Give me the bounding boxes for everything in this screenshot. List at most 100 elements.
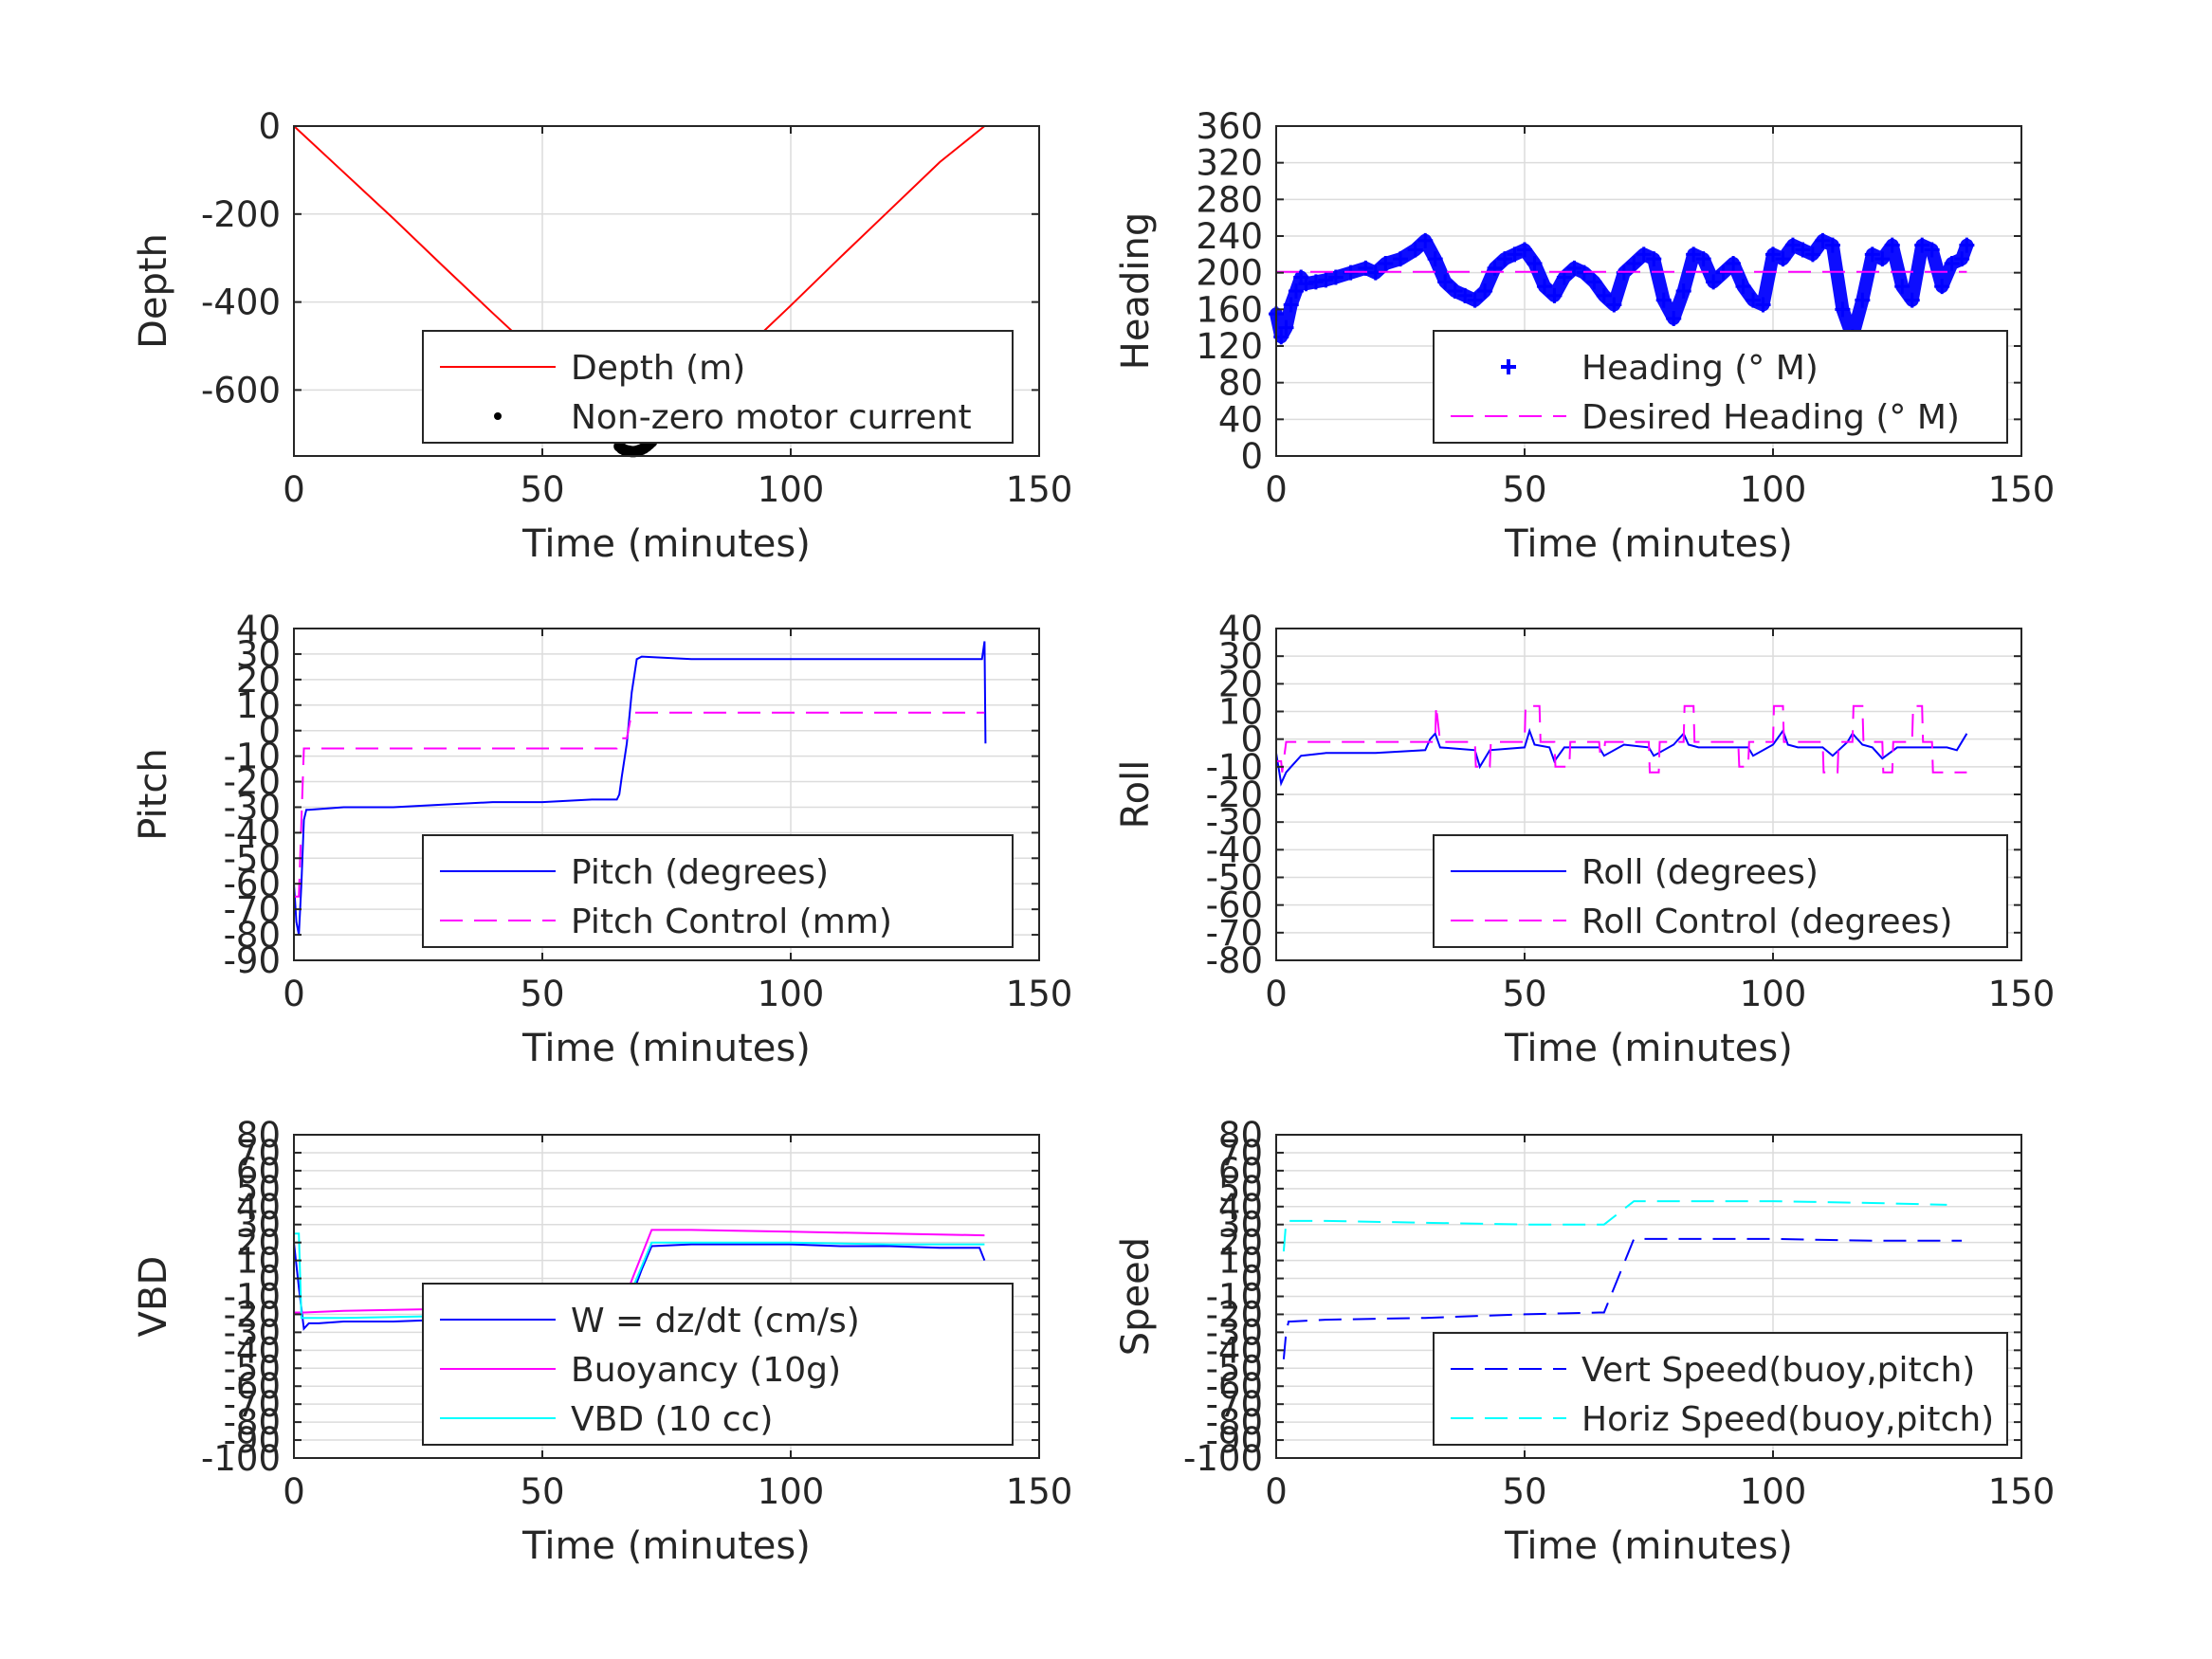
heading-data-point [1586, 274, 1602, 290]
heading-legend-box [1433, 330, 2008, 444]
heading-data-point [1934, 279, 1950, 295]
heading-data-point [1675, 283, 1691, 299]
heading-data-point [1507, 246, 1523, 263]
speed-ytick-label: -40 [1206, 1330, 1263, 1371]
speed-xlabel: Time (minutes) [1504, 1524, 1793, 1568]
roll-ylabel: Roll [1114, 760, 1158, 830]
vbd-ytick-label: -60 [224, 1366, 281, 1407]
heading-data-point [1959, 237, 1975, 253]
vbd-ytick-label: 30 [236, 1205, 281, 1246]
heading-data-point [1626, 256, 1642, 271]
roll-legend-label: Roll (degrees) [1581, 853, 1819, 892]
heading-data-point [1278, 319, 1294, 336]
pitch-series-pitch-control-mm [294, 711, 985, 898]
heading-data-point [1815, 232, 1831, 248]
pitch-ytick-label: 10 [236, 685, 281, 726]
roll-ytick-label: -70 [1206, 913, 1263, 954]
heading-data-point [1944, 256, 1960, 271]
heading-data-point [1735, 279, 1751, 295]
heading-data-point [1378, 256, 1394, 271]
pitch-ytick-label: 20 [236, 660, 281, 701]
heading-ytick-label: 40 [1218, 399, 1263, 440]
speed-subplot: 0 50 100 15080706050403020100-10-20-30-40-5… [1114, 1115, 2055, 1568]
speed-ytick-label: -100 [1183, 1438, 1263, 1479]
heading-data-point [1784, 237, 1801, 253]
heading-data-point [1746, 292, 1762, 308]
heading-data-point [1517, 242, 1532, 258]
vbd-ytick-label: 10 [236, 1241, 281, 1282]
vbd-ytick-label: 60 [236, 1151, 281, 1192]
roll-ytick-label: -20 [1206, 775, 1263, 815]
roll-subplot: 0 50 100 150403020100-10-20-30-40-50-60-70-… [1114, 609, 2055, 1070]
heading-data-point [1864, 246, 1880, 263]
speed-ytick-label: -80 [1206, 1402, 1263, 1443]
vbd-ytick-label: -100 [201, 1438, 281, 1479]
speed-legend-label: Horiz Speed(buoy,pitch) [1581, 1400, 1994, 1439]
heading-data-point [1307, 274, 1324, 290]
heading-data-point [1775, 251, 1791, 267]
depth-legend-box [422, 330, 1014, 444]
heading-data-point [1765, 246, 1781, 263]
pitch-ytick-label: 30 [236, 634, 281, 675]
heading-data-point [1457, 287, 1473, 303]
pitch-legend-box [422, 834, 1014, 948]
heading-legend-label: Heading (° M) [1581, 349, 1819, 388]
heading-data-point [1437, 274, 1453, 290]
depth-legend-marker [494, 412, 502, 420]
roll-ytick-label: -30 [1206, 802, 1263, 843]
depth-xtick-label: 100 [758, 469, 825, 510]
pitch-ylabel: Pitch [132, 748, 175, 840]
pitch-legend-label: Pitch (degrees) [571, 853, 829, 892]
pitch-ytick-label: -40 [224, 812, 281, 853]
vbd-legend-label: Buoyancy (10g) [571, 1351, 841, 1390]
roll-xtick-label: 50 [1502, 974, 1546, 1014]
speed-series-vert-speed-buoy-pitch [1282, 1237, 1963, 1359]
heading-data-point [1646, 251, 1662, 267]
vbd-ytick-label: 70 [236, 1133, 281, 1174]
heading-legend: Heading (° M) Desired Heading (° M) [1433, 330, 2008, 444]
heading-ytick-label: 200 [1196, 253, 1263, 294]
speed-ytick-label: -20 [1206, 1294, 1263, 1335]
pitch-ytick-label: -10 [224, 737, 281, 777]
heading-data-point [1904, 292, 1920, 308]
speed-line-horiz-speed-buoy-pitch [1282, 1200, 1947, 1252]
pitch-series-pitch-degrees [293, 641, 987, 936]
heading-ytick-label: 120 [1196, 326, 1263, 367]
heading-data-point [1884, 237, 1900, 253]
pitch-ytick-label: -50 [224, 838, 281, 879]
speed-ytick-label: -50 [1206, 1348, 1263, 1389]
heading-legend-marker [1501, 359, 1516, 374]
vbd-xtick-label: 0 [283, 1471, 305, 1512]
depth-xlabel: Time (minutes) [521, 522, 811, 566]
heading-data-point [1447, 283, 1463, 299]
roll-legend-label: Roll Control (degrees) [1581, 902, 1952, 941]
speed-ytick-label: 20 [1218, 1223, 1263, 1264]
vbd-legend-label: W = dz/dt (cm/s) [571, 1302, 860, 1340]
pitch-xlabel: Time (minutes) [521, 1027, 811, 1070]
speed-ytick-label: 80 [1218, 1115, 1263, 1156]
heading-ytick-label: 360 [1196, 106, 1263, 147]
heading-data-point [1546, 287, 1563, 303]
vbd-xtick-label: 150 [1006, 1471, 1073, 1512]
heading-data-point [1497, 251, 1513, 267]
depth-legend-label: Non-zero motor current [571, 398, 972, 437]
heading-data-point [1914, 237, 1930, 253]
heading-axes-box [1275, 125, 2022, 457]
roll-xtick-label: 100 [1740, 974, 1807, 1014]
vbd-ytick-label: -10 [224, 1277, 281, 1318]
heading-data-point [1795, 242, 1811, 258]
vbd-ytick-label: 80 [236, 1115, 281, 1156]
pitch-ytick-label: -90 [224, 940, 281, 981]
heading-data-point [1566, 260, 1582, 276]
depth-xtick-label: 0 [283, 469, 305, 510]
vbd-ytick-label: 20 [236, 1223, 281, 1264]
depth-ytick-label: 0 [258, 106, 281, 147]
pitch-legend: Pitch (degrees) Pitch Control (mm) [422, 834, 1014, 948]
roll-legend-box [1433, 834, 2008, 948]
roll-ytick-label: 20 [1218, 664, 1263, 704]
heading-data-point [1318, 272, 1334, 288]
vbd-ytick-label: -90 [224, 1420, 281, 1461]
heading-ytick-label: 80 [1218, 363, 1263, 404]
heading-data-point [1327, 269, 1344, 285]
